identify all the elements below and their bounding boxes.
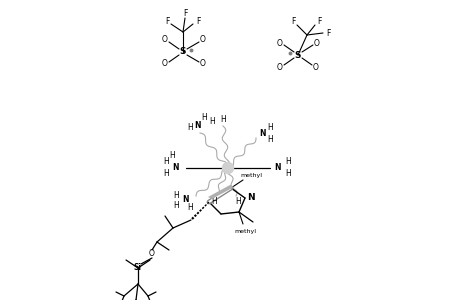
Text: O: O <box>276 38 282 47</box>
Text: Os: Os <box>222 164 233 172</box>
Text: O: O <box>313 38 319 47</box>
Text: S: S <box>179 47 186 56</box>
Text: Si: Si <box>134 263 142 272</box>
Text: F: F <box>182 10 187 19</box>
Text: F: F <box>196 17 200 26</box>
Circle shape <box>222 163 233 173</box>
Text: O: O <box>200 59 206 68</box>
Text: F: F <box>325 28 330 38</box>
Text: H: H <box>163 169 168 178</box>
Text: H: H <box>173 202 179 211</box>
Text: N: N <box>274 164 280 172</box>
Text: methyl: methyl <box>240 173 262 178</box>
Text: F: F <box>164 17 169 26</box>
Text: H: H <box>285 158 290 166</box>
Text: H: H <box>187 124 192 133</box>
Text: N: N <box>259 128 266 137</box>
Text: H: H <box>187 203 192 212</box>
Text: N: N <box>182 196 189 205</box>
Text: H: H <box>163 158 168 166</box>
Text: O: O <box>276 62 282 71</box>
Text: H: H <box>235 197 241 206</box>
Text: O: O <box>162 59 168 68</box>
Text: O: O <box>200 35 206 44</box>
Polygon shape <box>207 185 234 199</box>
Text: H: H <box>169 152 174 160</box>
Text: methyl: methyl <box>234 230 256 235</box>
Text: H: H <box>173 191 179 200</box>
Text: N: N <box>246 194 254 202</box>
Text: H: H <box>267 136 272 145</box>
Text: H: H <box>211 197 216 206</box>
Text: F: F <box>316 17 320 26</box>
Text: H: H <box>220 116 225 124</box>
Text: O: O <box>162 35 168 44</box>
Text: H: H <box>209 118 214 127</box>
Text: N: N <box>194 122 201 130</box>
Text: S: S <box>294 50 301 59</box>
Text: H: H <box>201 113 207 122</box>
Text: H: H <box>285 169 290 178</box>
Text: O: O <box>313 62 318 71</box>
Text: O: O <box>149 250 155 259</box>
Text: F: F <box>290 17 295 26</box>
Text: H: H <box>267 124 272 133</box>
Text: N: N <box>173 164 179 172</box>
